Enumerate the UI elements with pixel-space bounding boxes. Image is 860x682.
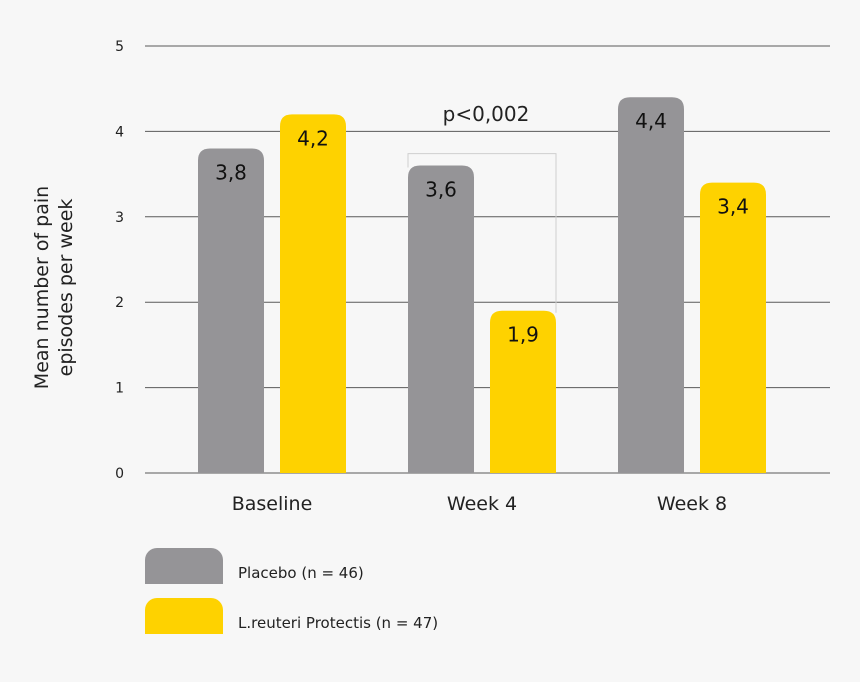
- y-tick-label: 1: [115, 381, 124, 397]
- bar-lreuteri: [280, 114, 346, 473]
- x-category-label: Week 8: [657, 493, 727, 515]
- bar-lreuteri: [700, 182, 766, 473]
- significance-bracket: [407, 153, 557, 313]
- y-axis-label: episodes per week: [55, 199, 77, 377]
- data-label: 1,9: [507, 323, 539, 347]
- bar-placebo: [618, 97, 684, 474]
- data-label: 3,6: [425, 178, 457, 202]
- legend-swatch-placebo: [145, 548, 223, 584]
- significance-annotation: p<0,002: [443, 102, 530, 126]
- y-tick-label: 4: [115, 124, 124, 140]
- legend-swatch-lreuteri: [145, 598, 223, 634]
- legend-item-placebo: Placebo (n = 46): [145, 548, 545, 598]
- data-label: 4,2: [297, 126, 329, 150]
- data-label: 3,4: [717, 195, 749, 219]
- legend: Placebo (n = 46) L.reuteri Protectis (n …: [145, 548, 545, 648]
- x-category-label: Week 4: [447, 493, 517, 515]
- y-tick-label: 0: [115, 466, 124, 482]
- bar-lreuteri: [490, 310, 556, 473]
- legend-item-lreuteri: L.reuteri Protectis (n = 47): [145, 598, 545, 648]
- data-label: 4,4: [635, 109, 667, 133]
- data-label: 3,8: [215, 160, 247, 184]
- bar-placebo: [408, 165, 474, 473]
- y-tick-label: 2: [115, 295, 124, 311]
- bar-placebo: [198, 148, 264, 474]
- y-tick-label: 5: [115, 39, 124, 55]
- y-tick-label: 3: [115, 210, 124, 226]
- legend-label-lreuteri: L.reuteri Protectis (n = 47): [238, 614, 439, 632]
- x-category-label: Baseline: [232, 493, 313, 515]
- y-axis-label: Mean number of pain: [31, 186, 53, 389]
- legend-label-placebo: Placebo (n = 46): [238, 564, 364, 582]
